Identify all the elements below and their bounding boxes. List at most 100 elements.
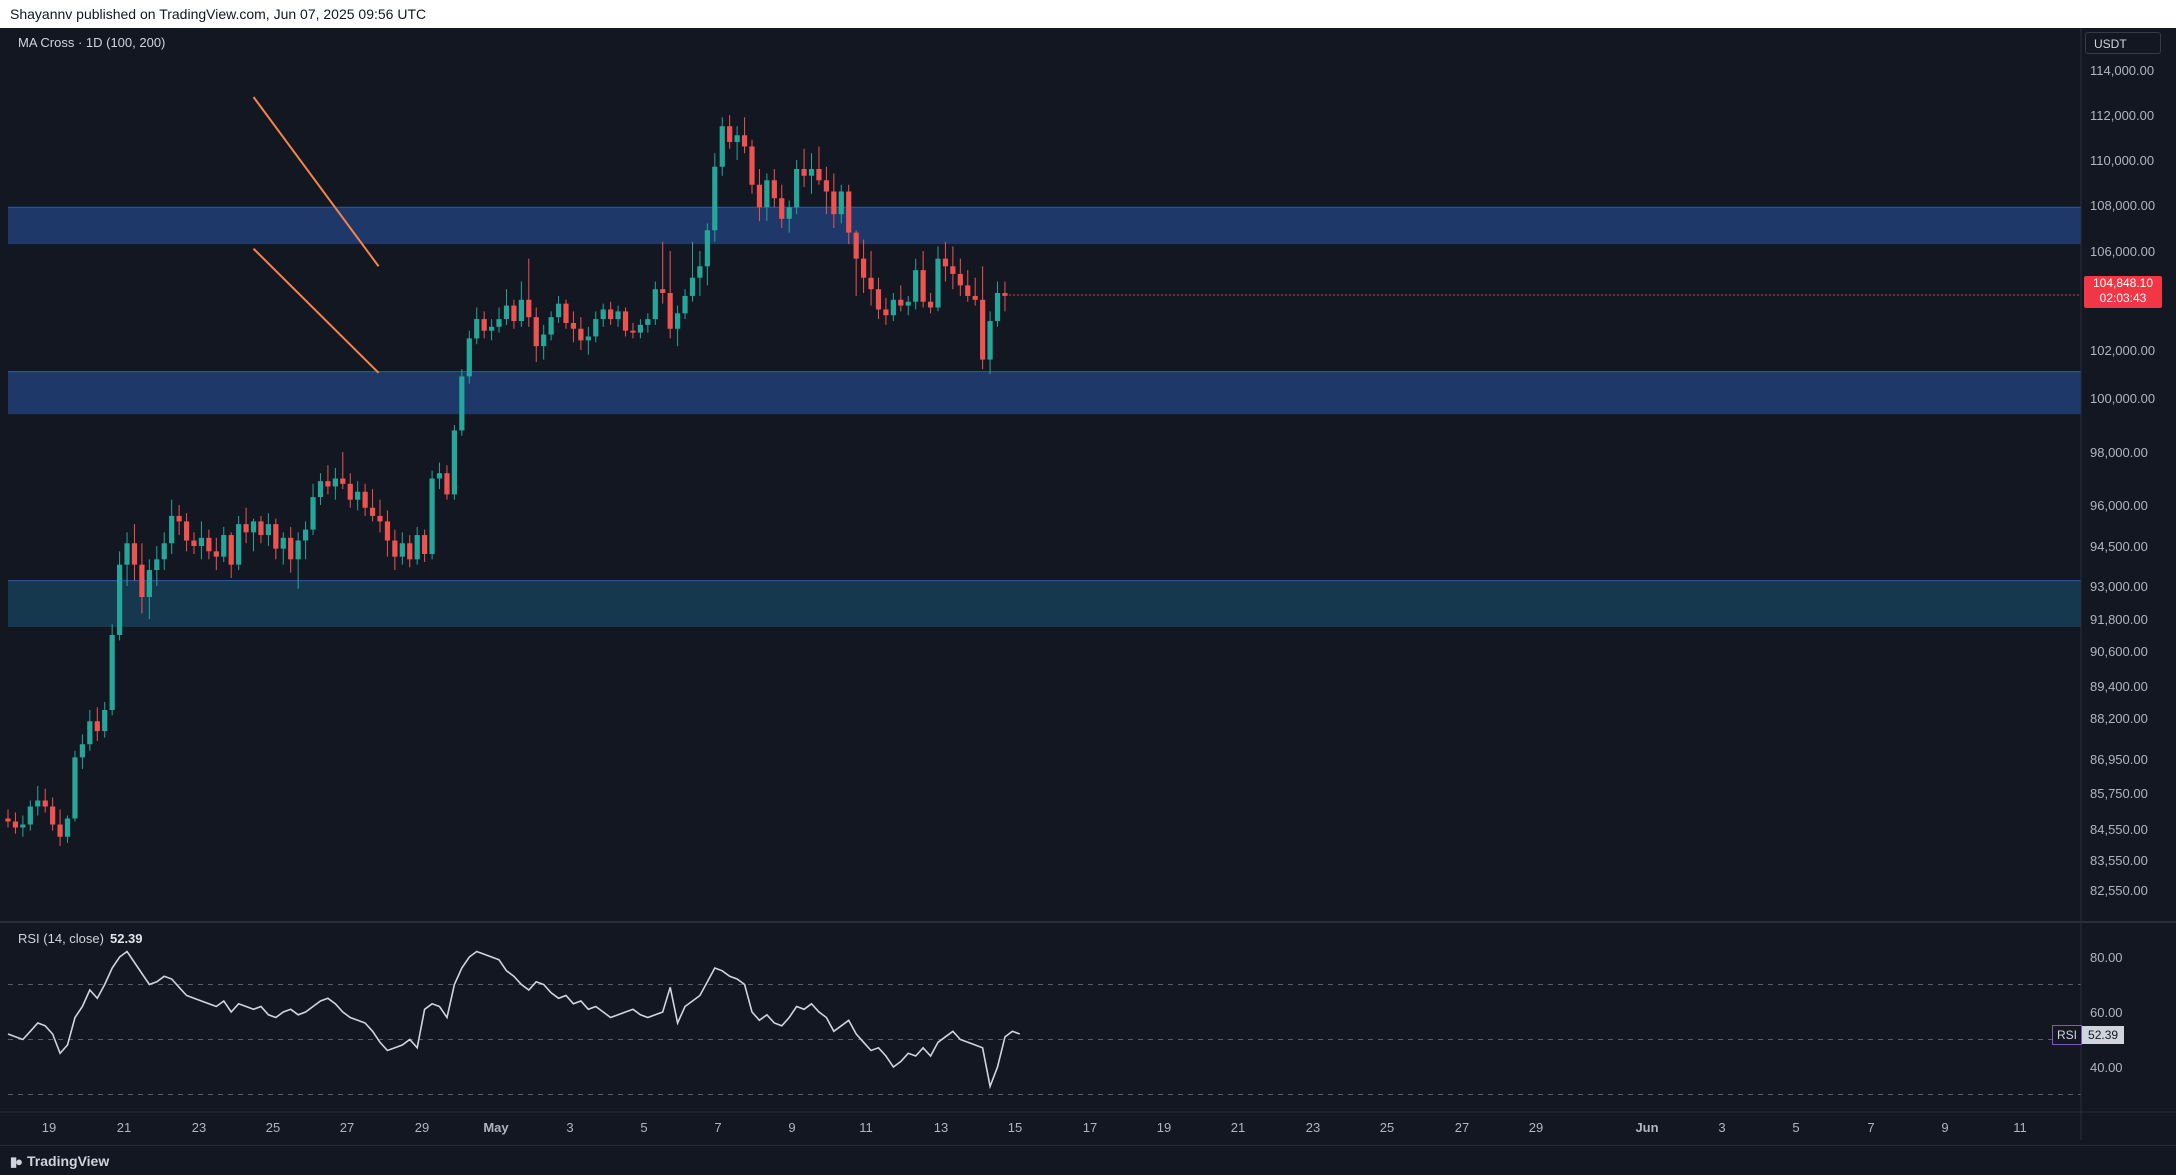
footer-bar: ▮● TradingView xyxy=(0,1145,2176,1175)
candle-body xyxy=(779,198,785,219)
candle-body xyxy=(489,326,495,331)
candle-body xyxy=(608,309,614,320)
candle-body xyxy=(503,305,510,320)
price-tick-label: 114,000.00 xyxy=(2090,63,2154,78)
candle-body xyxy=(816,169,822,181)
price-chart[interactable]: 114,000.00 112,000.00 110,000.00 108,000.00… xyxy=(0,28,2176,1145)
time-tick-label: 23 xyxy=(192,1120,206,1135)
candle-body xyxy=(72,757,78,819)
price-tick-label: 90,600.00 xyxy=(2090,644,2148,659)
rsi-legend-value: 52.39 xyxy=(109,931,143,946)
candle-body xyxy=(12,821,19,828)
rsi-tick-label: 80.00 xyxy=(2090,950,2123,965)
price-tick-label: 94,500.00 xyxy=(2090,539,2148,554)
candle-body xyxy=(808,169,815,176)
candle-body xyxy=(920,270,926,302)
candle-body xyxy=(600,309,606,320)
candle-body xyxy=(124,543,130,565)
candle-body xyxy=(250,521,257,533)
candle-body xyxy=(422,535,428,554)
candle-body xyxy=(303,529,309,541)
support-resistance-zone xyxy=(8,207,2081,245)
price-tick-label: 93,000.00 xyxy=(2090,579,2148,594)
time-tick-label: May xyxy=(483,1120,509,1135)
price-axis[interactable]: 114,000.00 112,000.00 110,000.00 108,000.00… xyxy=(2090,63,2155,898)
candle-body xyxy=(853,232,859,259)
time-tick-label: 19 xyxy=(42,1120,56,1135)
candle-body xyxy=(436,473,443,479)
candle-body xyxy=(355,491,361,500)
candle-body xyxy=(87,721,93,745)
candle-body xyxy=(890,299,896,316)
time-tick-label: 23 xyxy=(1306,1120,1320,1135)
candle-body xyxy=(875,289,882,310)
candle-body xyxy=(332,478,338,487)
candle-body xyxy=(79,744,85,758)
candle-body xyxy=(384,521,391,541)
time-tick-label: 21 xyxy=(1231,1120,1245,1135)
candle-body xyxy=(288,537,294,560)
candle-body xyxy=(206,537,212,552)
tradingview-logo[interactable]: ▮● TradingView xyxy=(10,1153,109,1170)
candle-body xyxy=(667,293,673,329)
candle-body xyxy=(980,299,986,360)
price-tick-label: 100,000.00 xyxy=(2090,391,2155,406)
candle-body xyxy=(243,524,249,533)
rsi-value-tag: RSI 52.39 xyxy=(2052,1025,2125,1045)
candle-body xyxy=(57,824,63,837)
candles-layer xyxy=(5,115,1008,847)
price-tick-label: 82,550.00 xyxy=(2090,883,2148,898)
time-tick-label: 15 xyxy=(1008,1120,1022,1135)
candle-body xyxy=(764,180,770,208)
candle-body xyxy=(340,478,346,484)
time-tick-label: 5 xyxy=(1792,1120,1799,1135)
price-tick-label: 96,000.00 xyxy=(2090,498,2148,513)
candle-body xyxy=(868,277,874,290)
candle-body xyxy=(20,824,26,828)
candle-body xyxy=(42,800,48,807)
time-tick-label: Jun xyxy=(1635,1120,1658,1135)
candle-body xyxy=(563,303,569,323)
last-price-tag: 104,848.10 02:03:43 xyxy=(2084,276,2162,308)
candle-body xyxy=(50,806,56,825)
candle-body xyxy=(682,295,688,314)
candle-body xyxy=(652,289,658,320)
candle-body xyxy=(570,322,577,329)
time-tick-label: 11 xyxy=(859,1120,873,1135)
candle-body xyxy=(295,540,301,560)
time-tick-label: 25 xyxy=(1380,1120,1394,1135)
time-tick-label: 25 xyxy=(266,1120,280,1135)
candle-body xyxy=(466,338,472,377)
candle-body xyxy=(756,184,763,208)
candle-body xyxy=(117,564,123,635)
indicator-legend[interactable]: MA Cross · 1D (100, 200) xyxy=(18,35,165,50)
bar-countdown: 02:03:43 xyxy=(2099,291,2147,305)
price-tick-label: 91,800.00 xyxy=(2090,612,2148,627)
candle-body xyxy=(913,270,919,302)
zones-layer xyxy=(8,206,2081,627)
candle-body xyxy=(950,266,956,274)
time-tick-label: 5 xyxy=(640,1120,647,1135)
time-tick-label: 13 xyxy=(934,1120,948,1135)
candle-body xyxy=(831,191,837,215)
indicator-label: MA Cross · 1D (100, 200) xyxy=(18,35,166,50)
candle-body xyxy=(273,524,279,549)
candle-body xyxy=(846,191,852,233)
candle-body xyxy=(258,521,264,536)
currency-unit-selector[interactable]: USDT xyxy=(2085,32,2161,54)
candle-body xyxy=(369,507,376,516)
candle-body xyxy=(838,191,844,215)
rsi-legend[interactable]: RSI (14, close) 52.39 xyxy=(18,931,143,946)
time-axis[interactable]: 19 21 23 25 27 29 May 3 5 7 9 11 13 15 17 19 21 23 25 27 29 J… xyxy=(42,1120,2027,1135)
price-tick-label: 88,200.00 xyxy=(2090,711,2148,726)
currency-unit: USDT xyxy=(2094,37,2127,51)
candle-body xyxy=(518,299,524,322)
candle-body xyxy=(221,535,227,557)
candle-body xyxy=(94,721,100,732)
candle-body xyxy=(310,497,316,530)
candle-body xyxy=(511,305,517,322)
time-tick-label: 9 xyxy=(788,1120,795,1135)
last-price-value: 104,848.10 xyxy=(2092,276,2154,290)
candle-body xyxy=(1002,293,1008,296)
candle-body xyxy=(377,515,383,522)
